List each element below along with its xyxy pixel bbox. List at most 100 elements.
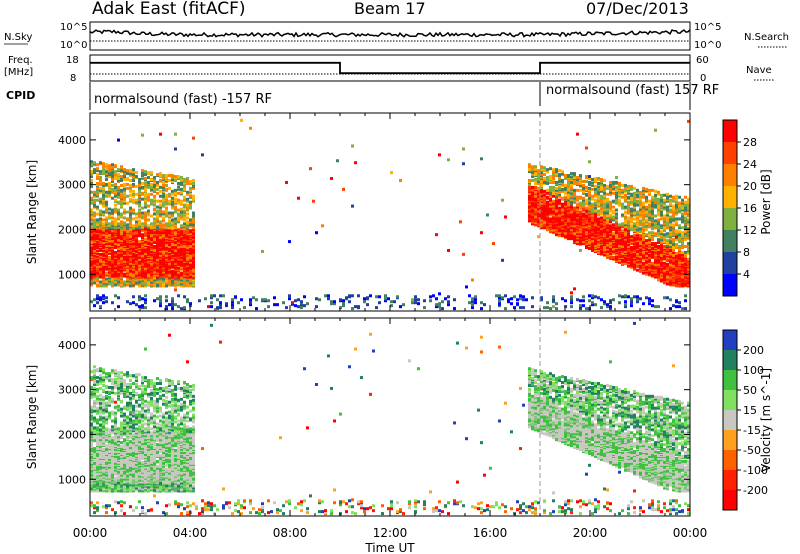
heatmap-cell	[591, 233, 594, 237]
heatmap-cell	[219, 306, 222, 310]
heatmap-cell	[549, 197, 552, 201]
heatmap-cell	[186, 298, 189, 302]
heatmap-cell	[618, 239, 621, 243]
heatmap-cell	[156, 236, 159, 240]
heatmap-cell	[99, 262, 102, 266]
nsky-panel-frame	[89, 21, 691, 51]
heatmap-cell	[531, 201, 534, 205]
heatmap-cell	[132, 170, 135, 174]
heatmap-cell	[642, 217, 645, 221]
heatmap-cell	[171, 218, 174, 222]
heatmap-cell	[108, 255, 111, 259]
heatmap-cell	[174, 208, 177, 212]
heatmap-cell	[123, 274, 126, 278]
heatmap-cell	[630, 196, 633, 200]
heatmap-cell	[567, 233, 570, 237]
heatmap-cell	[564, 174, 567, 178]
heatmap-cell	[162, 191, 165, 195]
heatmap-cell	[579, 236, 582, 240]
heatmap-cell	[147, 272, 150, 276]
heatmap-cell	[180, 282, 183, 286]
heatmap-cell	[555, 188, 558, 192]
heatmap-cell	[573, 176, 576, 180]
heatmap-cell	[573, 199, 576, 203]
heatmap-cell	[465, 285, 468, 289]
heatmap-cell	[189, 206, 192, 210]
heatmap-cell	[159, 212, 162, 216]
heatmap-cell	[588, 203, 591, 207]
heatmap-cell	[594, 208, 597, 212]
heatmap-cell	[597, 187, 600, 191]
heatmap-cell	[579, 204, 582, 208]
heatmap-cell	[234, 295, 237, 299]
heatmap-cell	[111, 216, 114, 220]
heatmap-cell	[171, 174, 174, 178]
heatmap-cell	[609, 190, 612, 194]
heatmap-cell	[570, 216, 573, 220]
heatmap-cell	[390, 300, 393, 304]
heatmap-cell	[654, 242, 657, 246]
heatmap-cell	[648, 234, 651, 238]
heatmap-cell	[591, 194, 594, 198]
heatmap-cell	[129, 172, 132, 176]
heatmap-cell	[582, 183, 585, 187]
heatmap-cell	[189, 262, 192, 266]
heatmap-cell	[165, 263, 168, 267]
heatmap-cell	[594, 248, 597, 252]
heatmap-cell	[168, 270, 171, 274]
heatmap-cell	[159, 189, 162, 193]
heatmap-cell	[177, 208, 180, 212]
heatmap-cell	[567, 201, 570, 205]
heatmap-cell	[105, 209, 108, 213]
heatmap-cell	[540, 216, 543, 220]
heatmap-cell	[540, 168, 543, 172]
heatmap-cell	[609, 220, 612, 224]
heatmap-cell	[345, 296, 348, 300]
heatmap-cell	[168, 248, 171, 252]
heatmap-cell	[642, 240, 645, 244]
heatmap-cell	[186, 206, 189, 210]
heatmap-cell	[546, 200, 549, 204]
heatmap-cell	[579, 181, 582, 185]
heatmap-cell	[567, 198, 570, 202]
heatmap-cell	[135, 175, 138, 179]
heatmap-cell	[615, 224, 618, 228]
heatmap-cell	[558, 206, 561, 210]
heatmap-cell	[546, 219, 549, 223]
heatmap-cell	[153, 186, 156, 190]
heatmap-cell	[288, 240, 291, 244]
heatmap-cell	[606, 219, 609, 223]
heatmap-cell	[135, 269, 138, 273]
heatmap-cell	[513, 306, 516, 310]
heatmap-cell	[156, 241, 159, 245]
heatmap-cell	[558, 218, 561, 222]
heatmap-cell	[117, 232, 120, 236]
heatmap-cell	[651, 238, 654, 242]
heatmap-cell	[525, 298, 528, 302]
heatmap-cell	[141, 216, 144, 220]
heatmap-cell	[318, 298, 321, 302]
heatmap-cell	[654, 244, 657, 248]
heatmap-cell	[111, 232, 114, 236]
heatmap-cell	[528, 218, 531, 222]
heatmap-cell	[534, 181, 537, 185]
heatmap-cell	[159, 269, 162, 273]
heatmap-cell	[585, 223, 588, 227]
heatmap-cell	[147, 236, 150, 240]
heatmap-cell	[594, 234, 597, 238]
heatmap-cell	[135, 171, 138, 175]
heatmap-cell	[555, 186, 558, 190]
heatmap-cell	[663, 256, 666, 260]
heatmap-cell	[102, 233, 105, 237]
heatmap-cell	[633, 295, 636, 299]
heatmap-cell	[630, 224, 633, 228]
heatmap-cell	[612, 186, 615, 190]
heatmap-cell	[594, 213, 597, 217]
heatmap-cell	[636, 256, 639, 260]
heatmap-cell	[570, 183, 573, 187]
heatmap-cell	[651, 304, 654, 308]
heatmap-cell	[108, 276, 111, 280]
heatmap-cell	[570, 200, 573, 204]
heatmap-cell	[129, 278, 132, 282]
heatmap-cell	[159, 227, 162, 231]
